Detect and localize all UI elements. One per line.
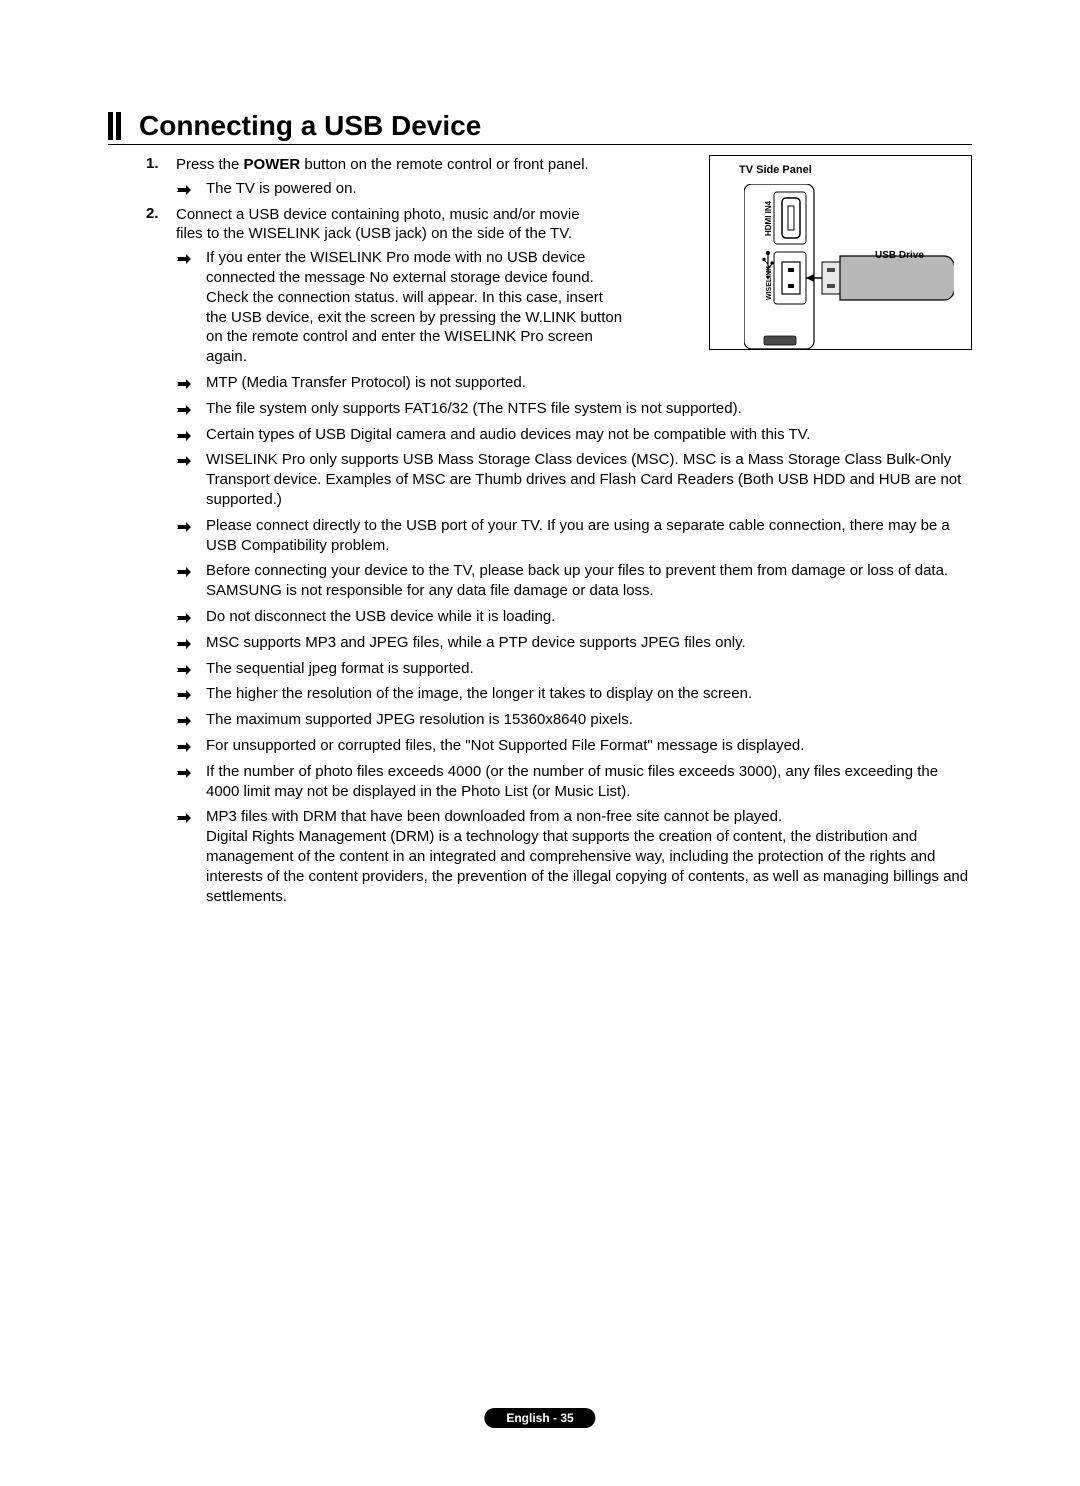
bullet-text: Certain types of USB Digital camera and … bbox=[206, 425, 810, 445]
bullet-item: For unsupported or corrupted files, the … bbox=[176, 736, 972, 756]
section-heading-container: Connecting a USB Device bbox=[108, 110, 972, 145]
arrow-bullet-icon bbox=[176, 561, 206, 601]
arrow-bullet-icon bbox=[176, 373, 206, 393]
bullet-item: The higher the resolution of the image, … bbox=[176, 684, 972, 704]
bullet-item: MP3 files with DRM that have been downlo… bbox=[176, 807, 972, 906]
bullet-item: MTP (Media Transfer Protocol) is not sup… bbox=[176, 373, 972, 393]
arrow-bullet-icon bbox=[176, 179, 206, 199]
bullet-item: Before connecting your device to the TV,… bbox=[176, 561, 972, 601]
wiselink-port-label: WISELINK bbox=[766, 266, 773, 300]
arrow-bullet-icon bbox=[176, 425, 206, 445]
bullet-text: MTP (Media Transfer Protocol) is not sup… bbox=[206, 373, 526, 393]
bullet-text: Before connecting your device to the TV,… bbox=[206, 561, 972, 601]
content-area: TV Side Panel HDMI IN4 WISELINK bbox=[108, 155, 972, 906]
bullet-item: WISELINK Pro only supports USB Mass Stor… bbox=[176, 450, 972, 509]
step-number: 2. bbox=[146, 205, 176, 245]
bullet-text: The sequential jpeg format is supported. bbox=[206, 659, 474, 679]
arrow-bullet-icon bbox=[176, 633, 206, 653]
step-number: 1. bbox=[146, 155, 176, 175]
bullet-text: Please connect directly to the USB port … bbox=[206, 516, 972, 556]
arrow-bullet-icon bbox=[176, 807, 206, 906]
bullet-item: Please connect directly to the USB port … bbox=[176, 516, 972, 556]
bullet-text: If you enter the WISELINK Pro mode with … bbox=[206, 248, 626, 367]
step-text: Press the POWER button on the remote con… bbox=[176, 155, 589, 175]
usb-drive-shape bbox=[822, 256, 954, 300]
bullet-item: The maximum supported JPEG resolution is… bbox=[176, 710, 972, 730]
arrow-bullet-icon bbox=[176, 659, 206, 679]
bullet-item: If the number of photo files exceeds 400… bbox=[176, 762, 972, 802]
figure-usb-label: USB Drive bbox=[875, 250, 924, 261]
arrow-bullet-icon bbox=[176, 516, 206, 556]
bullet-item: MSC supports MP3 and JPEG files, while a… bbox=[176, 633, 972, 653]
arrow-bullet-icon bbox=[176, 248, 206, 367]
bullet-text: The file system only supports FAT16/32 (… bbox=[206, 399, 742, 419]
bullet-text: If the number of photo files exceeds 400… bbox=[206, 762, 972, 802]
arrow-bullet-icon bbox=[176, 710, 206, 730]
bullet-item: Certain types of USB Digital camera and … bbox=[176, 425, 972, 445]
bullet-text: MP3 files with DRM that have been downlo… bbox=[206, 807, 972, 906]
bullet-item: Do not disconnect the USB device while i… bbox=[176, 607, 972, 627]
bullet-item: The sequential jpeg format is supported. bbox=[176, 659, 972, 679]
bullet-item: The file system only supports FAT16/32 (… bbox=[176, 399, 972, 419]
arrow-bullet-icon bbox=[176, 607, 206, 627]
tv-panel-diagram-icon: HDMI IN4 WISELINK bbox=[744, 184, 954, 349]
arrow-bullet-icon bbox=[176, 450, 206, 509]
bullet-text: WISELINK Pro only supports USB Mass Stor… bbox=[206, 450, 972, 509]
bullet-text: Do not disconnect the USB device while i… bbox=[206, 607, 555, 627]
arrow-bullet-icon bbox=[176, 684, 206, 704]
hdmi-port-label: HDMI IN4 bbox=[764, 200, 773, 236]
bullet-text: For unsupported or corrupted files, the … bbox=[206, 736, 804, 756]
heading-bars-icon bbox=[108, 110, 121, 142]
arrow-bullet-icon bbox=[176, 399, 206, 419]
sub-bullet-text: The TV is powered on. bbox=[206, 179, 357, 199]
bullet-text: The maximum supported JPEG resolution is… bbox=[206, 710, 633, 730]
step-text: Connect a USB device containing photo, m… bbox=[176, 205, 596, 245]
arrow-bullet-icon bbox=[176, 736, 206, 756]
figure-title: TV Side Panel bbox=[739, 164, 812, 176]
page-footer-label: English - 35 bbox=[484, 1408, 595, 1428]
tv-side-panel-figure: TV Side Panel HDMI IN4 WISELINK bbox=[709, 155, 972, 350]
bullet-text: MSC supports MP3 and JPEG files, while a… bbox=[206, 633, 746, 653]
bullet-text: The higher the resolution of the image, … bbox=[206, 684, 752, 704]
section-heading: Connecting a USB Device bbox=[139, 110, 481, 142]
arrow-bullet-icon bbox=[176, 762, 206, 802]
